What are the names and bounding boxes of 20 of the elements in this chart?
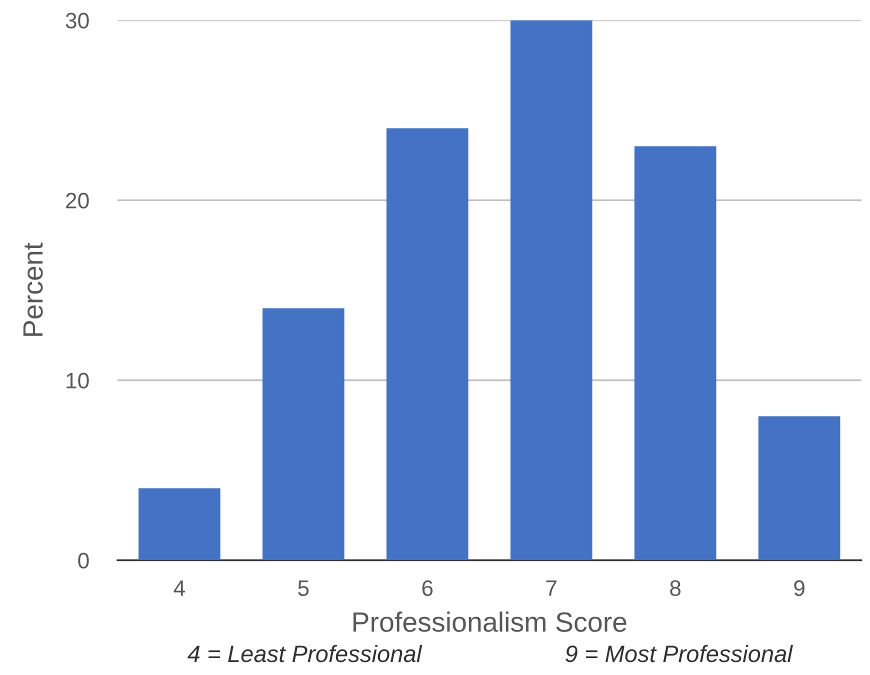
bar (634, 146, 716, 560)
y-axis-title: Percent (23, 242, 43, 336)
bar (262, 308, 344, 560)
y-tick-label: 10 (66, 372, 89, 389)
x-tick-label: 4 (174, 580, 185, 596)
x-tick-label: 7 (546, 580, 556, 596)
x-tick-label: 5 (298, 580, 309, 596)
y-tick-label: 0 (78, 552, 89, 569)
bar (386, 128, 468, 560)
x-axis-title: Professionalism Score (353, 612, 626, 632)
y-tick-label: 30 (66, 12, 89, 29)
text: 9 = Most Professional (566, 644, 793, 662)
bar (138, 488, 220, 560)
text: 4 = Least Professional (188, 644, 422, 662)
x-tick-label: 8 (670, 580, 681, 596)
x-tick-label: 9 (794, 580, 804, 596)
bar (758, 416, 840, 560)
x-tick-label: 6 (422, 580, 433, 596)
y-tick-label: 20 (66, 192, 89, 209)
bar (510, 20, 592, 560)
